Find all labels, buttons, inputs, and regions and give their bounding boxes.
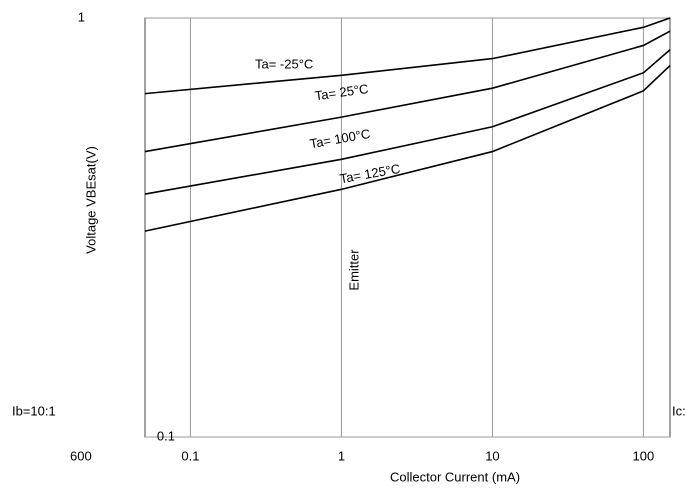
plot-frame	[144, 17, 671, 438]
annotation: Ib=10:1	[12, 403, 56, 418]
x-axis-label: Collector Current (mA)	[390, 469, 520, 484]
y-tick-label: 0.1	[157, 428, 175, 443]
line-series	[144, 30, 671, 153]
y-tick-label: 1	[78, 9, 85, 24]
x-tick-label: 1	[338, 448, 345, 463]
line-series	[144, 17, 671, 95]
annotation: Emitter	[346, 249, 361, 291]
series-label: Ta= -25°C	[255, 56, 313, 71]
series-label: Ta= 100°C	[309, 126, 372, 151]
x-tick-label: 100	[633, 448, 655, 463]
y-axis-label: Voltage VBEsat(V)	[83, 146, 98, 254]
annotation: Ic:	[672, 403, 686, 418]
annotation: 600	[70, 448, 92, 463]
line-series	[144, 64, 671, 232]
line-series	[144, 49, 671, 195]
x-tick-label: 0.1	[181, 448, 199, 463]
series-label: Ta= 25°C	[314, 81, 370, 103]
x-tick-label: 10	[485, 448, 499, 463]
